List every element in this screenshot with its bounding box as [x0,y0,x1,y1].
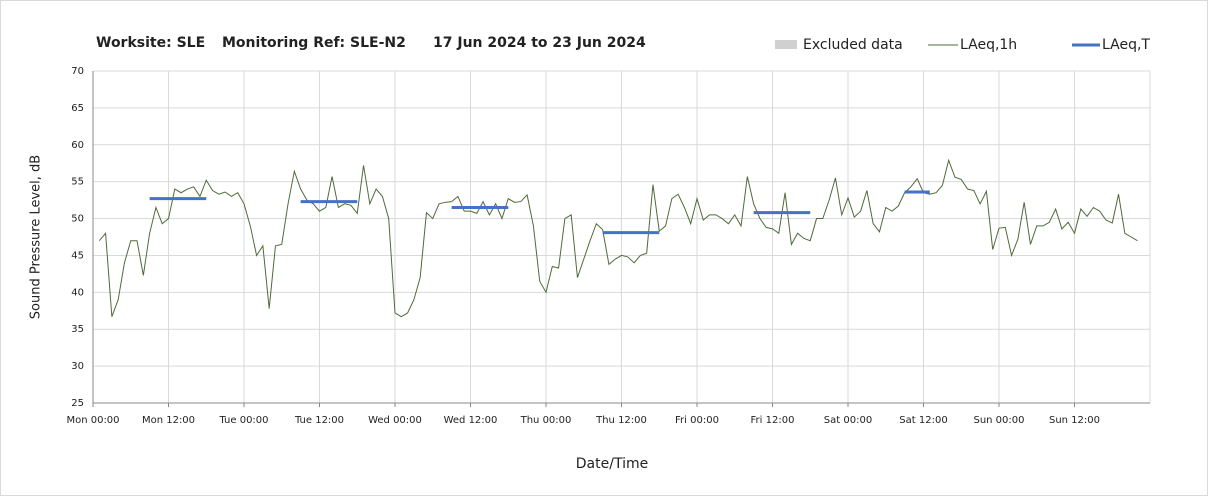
x-axis-title: Date/Time [576,456,648,472]
y-tick-label: 40 [71,287,84,298]
x-tick-label: Mon 12:00 [142,415,195,426]
x-tick-label: Mon 00:00 [66,415,119,426]
chart-title-ref: Monitoring Ref: SLE-N2 [222,35,406,51]
x-tick-label: Fri 12:00 [751,415,795,426]
x-tick-label: Sat 12:00 [899,415,947,426]
legend-label: Excluded data [803,37,903,53]
y-tick-label: 60 [71,140,84,151]
x-tick-label: Fri 00:00 [675,415,719,426]
x-tick-label: Thu 12:00 [595,415,647,426]
y-tick-label: 25 [71,398,84,409]
chart-title-dates: 17 Jun 2024 to 23 Jun 2024 [433,35,646,51]
x-tick-label: Thu 00:00 [520,415,572,426]
y-tick-label: 35 [71,324,84,335]
x-tick-label: Sat 00:00 [824,415,872,426]
x-tick-label: Sun 00:00 [973,415,1024,426]
line-series [98,158,1138,318]
legend-label: LAeq,T [1102,37,1150,53]
legend-label: LAeq,1h [960,37,1017,53]
y-tick-label: 30 [71,361,84,372]
y-tick-label: 70 [71,66,84,77]
chart-title-worksite: Worksite: SLE [96,35,205,51]
x-tick-label: Tue 00:00 [218,415,268,426]
y-tick-label: 50 [71,214,84,225]
x-tick-label: Sun 12:00 [1049,415,1100,426]
y-tick-label: 55 [71,177,84,188]
x-tick-label: Wed 12:00 [444,415,498,426]
legend-swatch [775,40,797,49]
x-tick-label: Tue 12:00 [294,415,344,426]
y-tick-label: 45 [71,250,84,261]
y-tick-label: 65 [71,103,84,114]
y-axis-title: Sound Pressure Level, dB [29,155,44,319]
x-tick-label: Wed 00:00 [368,415,422,426]
